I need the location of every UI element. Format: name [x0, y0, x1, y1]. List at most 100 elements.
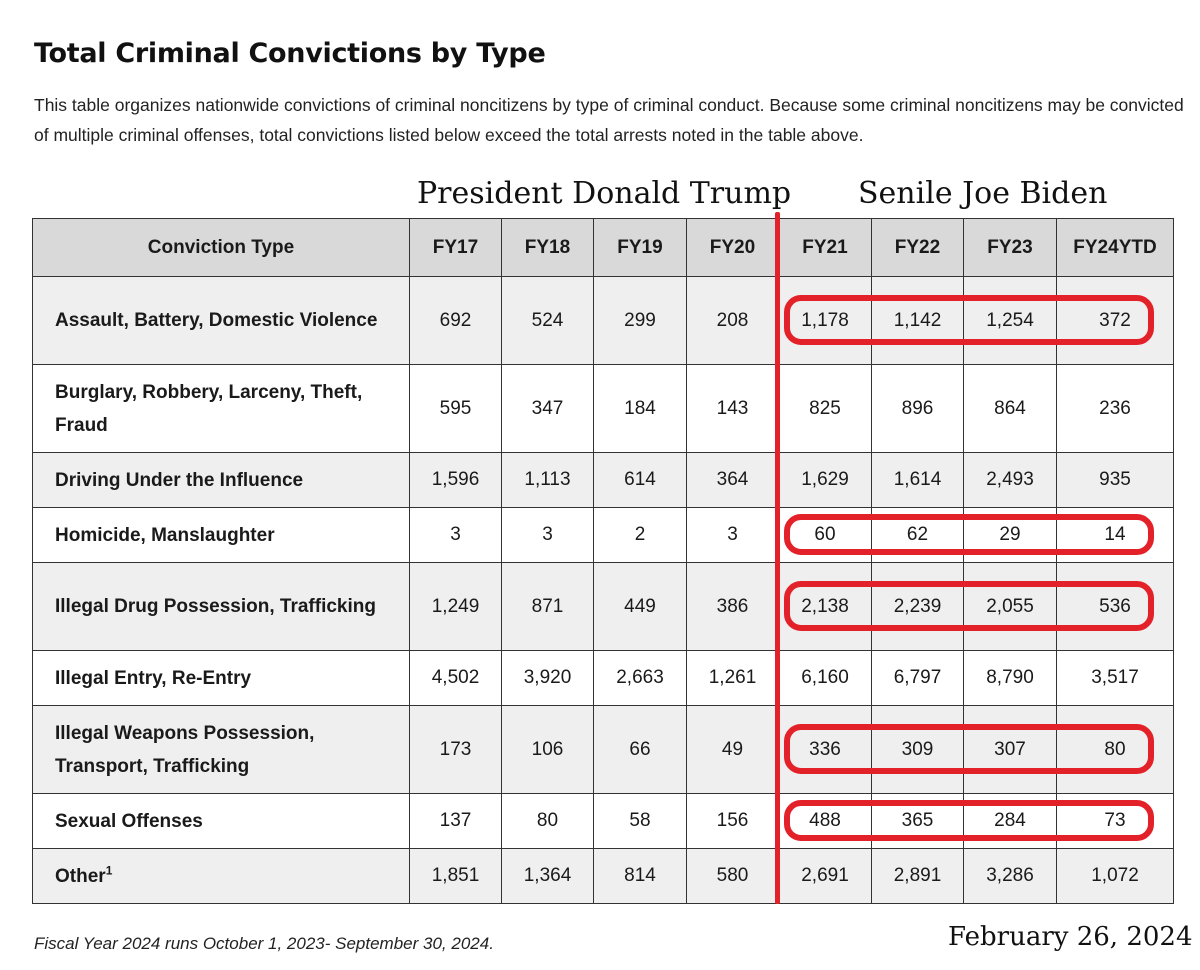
value-cell: 614 — [593, 452, 687, 508]
table-row: Driving Under the Influence 1,596 1,113 614… — [32, 452, 1174, 508]
value-cell: 386 — [686, 562, 779, 651]
conviction-type-label: Driving Under the Influence — [55, 469, 304, 491]
header-row: Conviction Type FY17 FY18 FY19 FY20 FY21… — [32, 218, 1174, 277]
value-cell: 8,790 — [963, 650, 1057, 706]
value-cell: 347 — [501, 364, 594, 453]
value-cell: 143 — [686, 364, 779, 453]
value-cell: 2,891 — [871, 848, 964, 904]
value-cell: 814 — [593, 848, 687, 904]
value-cell: 1,596 — [409, 452, 502, 508]
highlight-box — [784, 581, 1154, 631]
value-cell: 2,055 — [963, 562, 1057, 651]
value-cell: 156 — [686, 793, 779, 849]
value-cell: 3,286 — [963, 848, 1057, 904]
value-cell: 307 — [963, 705, 1057, 794]
value-cell: 896 — [871, 364, 964, 453]
conviction-type-cell: Illegal Drug Possession, Trafficking — [32, 562, 410, 651]
conviction-type-label: Homicide, Manslaughter — [55, 524, 275, 546]
value-cell: 173 — [409, 705, 502, 794]
value-cell: 80 — [501, 793, 594, 849]
value-cell: 595 — [409, 364, 502, 453]
value-cell: 208 — [686, 276, 779, 365]
value-cell: 372 — [1056, 276, 1174, 365]
trump-era-label: President Donald Trump — [417, 176, 792, 211]
header-fy24ytd: FY24YTD — [1056, 218, 1174, 277]
value-cell: 4,502 — [409, 650, 502, 706]
value-cell: 449 — [593, 562, 687, 651]
value-cell: 58 — [593, 793, 687, 849]
era-divider-line — [775, 212, 780, 904]
value-cell: 6,797 — [871, 650, 964, 706]
value-cell: 80 — [1056, 705, 1174, 794]
value-cell: 1,364 — [501, 848, 594, 904]
header-conviction-type: Conviction Type — [32, 218, 410, 277]
conviction-type-cell: Assault, Battery, Domestic Violence — [32, 276, 410, 365]
value-cell: 1,629 — [778, 452, 872, 508]
header-fy17: FY17 — [409, 218, 502, 277]
value-cell: 1,113 — [501, 452, 594, 508]
conviction-type-label: Burglary, Robbery, Larceny, Theft, Fraud — [55, 381, 363, 436]
value-cell: 871 — [501, 562, 594, 651]
table-row: Illegal Entry, Re-Entry 4,502 3,920 2,663 1,… — [32, 650, 1174, 706]
header-fy20: FY20 — [686, 218, 779, 277]
value-cell: 336 — [778, 705, 872, 794]
value-cell: 580 — [686, 848, 779, 904]
header-fy18: FY18 — [501, 218, 594, 277]
value-cell: 536 — [1056, 562, 1174, 651]
value-cell: 524 — [501, 276, 594, 365]
conviction-type-label: Sexual Offenses — [55, 810, 203, 832]
value-cell: 2 — [593, 507, 687, 563]
value-cell: 66 — [593, 705, 687, 794]
table-description: This table organizes nationwide convicti… — [34, 95, 1184, 145]
conviction-type-label: Assault, Battery, Domestic Violence — [55, 310, 378, 331]
value-cell: 2,239 — [871, 562, 964, 651]
conviction-type-label: Illegal Entry, Re-Entry — [55, 667, 252, 689]
table-row: Burglary, Robbery, Larceny, Theft, Fraud… — [32, 364, 1174, 453]
value-cell: 2,691 — [778, 848, 872, 904]
value-cell: 3,517 — [1056, 650, 1174, 706]
table-row: Assault, Battery, Domestic Violence 692 52… — [32, 276, 1174, 365]
value-cell: 864 — [963, 364, 1057, 453]
value-cell: 3 — [409, 507, 502, 563]
value-cell: 236 — [1056, 364, 1174, 453]
conviction-type-label: Illegal Drug Possession, Trafficking — [55, 596, 376, 617]
value-cell: 2,138 — [778, 562, 872, 651]
value-cell: 309 — [871, 705, 964, 794]
highlight-box — [784, 800, 1154, 841]
annotation-date: February 26, 2024 — [948, 922, 1193, 952]
value-cell: 299 — [593, 276, 687, 365]
conviction-type-cell: Burglary, Robbery, Larceny, Theft, Fraud — [32, 364, 410, 453]
header-fy22: FY22 — [871, 218, 964, 277]
convictions-table: Conviction Type FY17 FY18 FY19 FY20 FY21… — [32, 218, 1174, 904]
highlight-box — [784, 724, 1154, 774]
table-row: Illegal Weapons Possession, Transport, T… — [32, 705, 1174, 794]
value-cell: 1,072 — [1056, 848, 1174, 904]
value-cell: 1,261 — [686, 650, 779, 706]
value-cell: 2,493 — [963, 452, 1057, 508]
header-fy19: FY19 — [593, 218, 687, 277]
biden-era-label: Senile Joe Biden — [858, 176, 1108, 211]
conviction-type-label: Illegal Weapons Possession, Transport, T… — [55, 722, 315, 777]
conviction-type-cell: Illegal Entry, Re-Entry — [32, 650, 410, 706]
value-cell: 935 — [1056, 452, 1174, 508]
conviction-type-label: Other — [55, 865, 106, 887]
value-cell: 184 — [593, 364, 687, 453]
highlight-box — [784, 514, 1154, 555]
value-cell: 2,663 — [593, 650, 687, 706]
conviction-type-cell: Homicide, Manslaughter — [32, 507, 410, 563]
value-cell: 692 — [409, 276, 502, 365]
page-title: Total Criminal Convictions by Type — [34, 38, 546, 69]
table-row: Illegal Drug Possession, Trafficking 1,24… — [32, 562, 1174, 651]
value-cell: 1,249 — [409, 562, 502, 651]
table-body: Assault, Battery, Domestic Violence 692 52… — [32, 276, 1174, 904]
footnote-marker: 1 — [105, 863, 113, 878]
value-cell: 106 — [501, 705, 594, 794]
value-cell: 3 — [686, 507, 779, 563]
value-cell: 137 — [409, 793, 502, 849]
value-cell: 825 — [778, 364, 872, 453]
conviction-type-cell: Other1 — [32, 848, 410, 904]
table-row: Other1 1,851 1,364 814 580 2,691 2,891 3,286 1,0… — [32, 848, 1174, 904]
conviction-type-cell: Driving Under the Influence — [32, 452, 410, 508]
value-cell: 3,920 — [501, 650, 594, 706]
conviction-type-cell: Illegal Weapons Possession, Transport, T… — [32, 705, 410, 794]
